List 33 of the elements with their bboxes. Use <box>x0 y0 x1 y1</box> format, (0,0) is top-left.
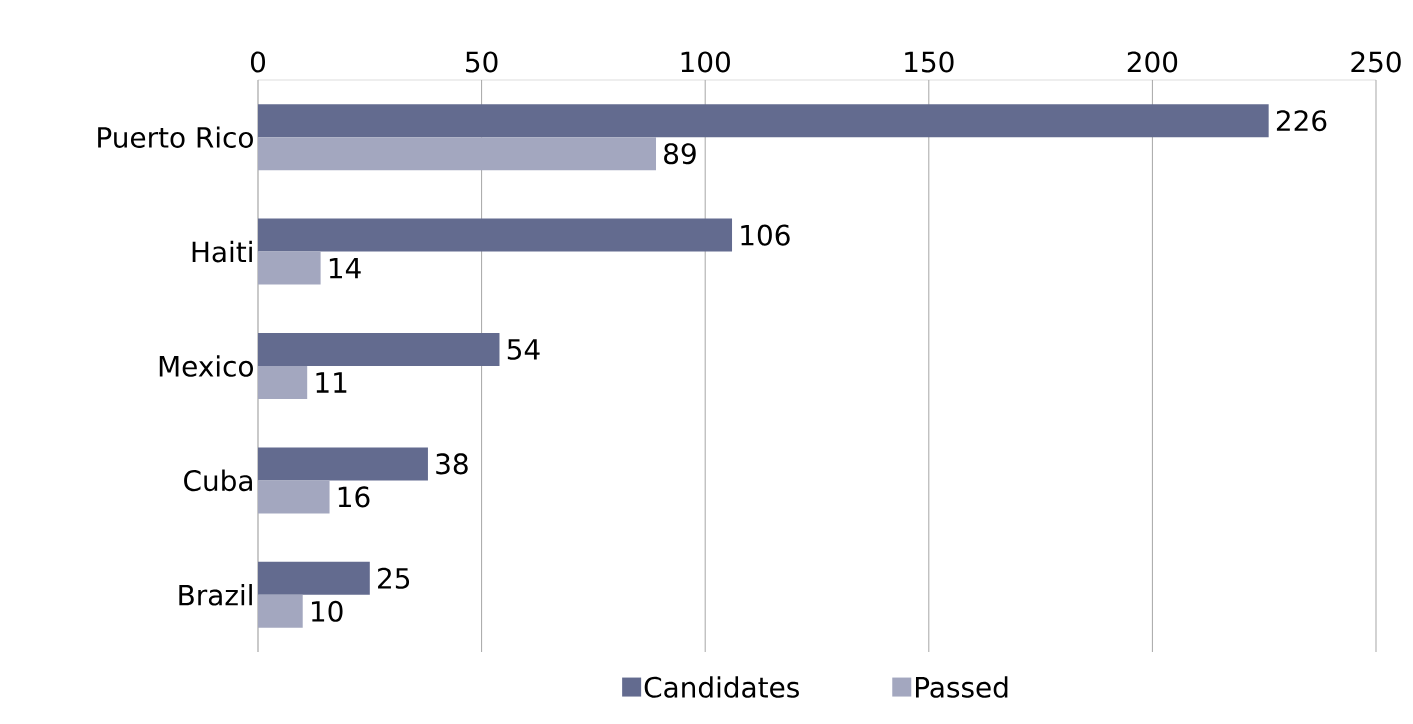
bar <box>258 251 321 285</box>
data-label: 16 <box>338 486 370 508</box>
data-label: 38 <box>436 453 468 475</box>
x-tick-label: 250 <box>1351 51 1401 73</box>
data-label: 10 <box>311 600 343 622</box>
bar <box>258 366 308 399</box>
x-tick-label: 0 <box>250 51 266 73</box>
data-label: 11 <box>316 372 347 393</box>
bar <box>258 480 330 514</box>
y-tick-label: Puerto Rico <box>98 126 253 148</box>
x-tick-label: 150 <box>905 51 954 73</box>
legend-label: Passed <box>915 676 1008 698</box>
bar <box>258 561 370 595</box>
y-tick-label: Cuba <box>184 469 252 492</box>
data-label: 25 <box>378 567 410 589</box>
x-tick-label: 100 <box>681 51 730 73</box>
data-label: 106 <box>741 224 790 246</box>
y-tick-label: Haiti <box>192 240 252 263</box>
bar <box>258 333 500 366</box>
data-label: 89 <box>664 143 696 165</box>
legend-label: Candidates <box>644 676 799 698</box>
bar <box>258 218 733 252</box>
bar <box>258 447 428 481</box>
data-label: 14 <box>329 257 361 279</box>
x-tick-label: 200 <box>1127 51 1178 73</box>
x-tick-label: 50 <box>466 51 498 73</box>
y-tick-label: Brazil <box>179 584 252 606</box>
data-label: 54 <box>507 339 540 360</box>
bar <box>258 137 657 171</box>
y-tick-label: Mexico <box>159 355 253 377</box>
bar <box>258 104 1269 138</box>
data-label: 226 <box>1276 110 1327 132</box>
bar <box>258 594 303 628</box>
